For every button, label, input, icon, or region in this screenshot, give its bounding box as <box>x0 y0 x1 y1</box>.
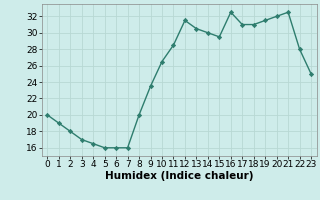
X-axis label: Humidex (Indice chaleur): Humidex (Indice chaleur) <box>105 171 253 181</box>
